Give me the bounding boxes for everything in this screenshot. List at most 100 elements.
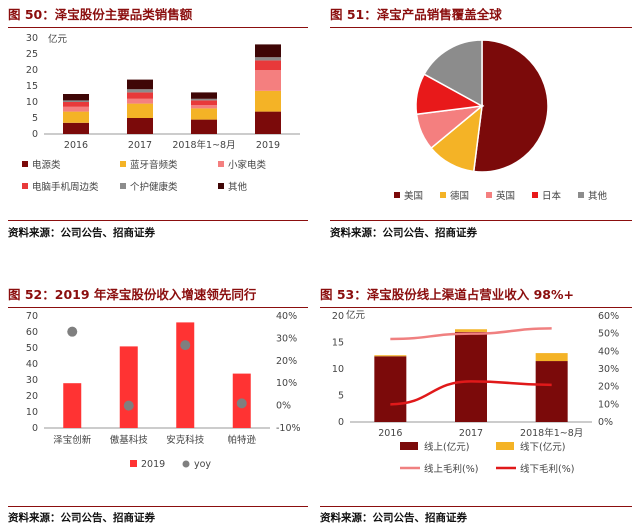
source-rule bbox=[320, 506, 632, 507]
y2-tick-label: 0% bbox=[276, 401, 291, 412]
x-tick-label: 2017 bbox=[459, 428, 483, 439]
bar-segment bbox=[255, 60, 281, 70]
x-tick-label: 2019 bbox=[256, 140, 280, 151]
bar-segment bbox=[63, 111, 89, 123]
scatter-point bbox=[180, 340, 191, 351]
y2-tick-label: 10% bbox=[598, 399, 619, 410]
y-tick-label: 70 bbox=[26, 311, 38, 322]
bar-segment bbox=[127, 92, 153, 99]
bar-segment bbox=[63, 100, 89, 102]
source-note: 资料来源：公司公告、招商证券 bbox=[8, 512, 155, 524]
x-tick-label: 2016 bbox=[64, 140, 88, 151]
y-tick-label: 10 bbox=[26, 97, 38, 108]
legend-label: 2019 bbox=[141, 459, 165, 470]
bar-segment bbox=[191, 119, 217, 134]
bar-segment bbox=[255, 57, 281, 61]
y-tick-label: 20 bbox=[26, 391, 38, 402]
source-note: 资料来源：公司公告、招商证券 bbox=[320, 512, 467, 524]
bar-segment bbox=[191, 98, 217, 101]
legend-label: 线上毛利(%) bbox=[424, 463, 478, 475]
y-tick-label: 0 bbox=[32, 423, 38, 434]
panel-peer-growth: 图 52：2019 年泽宝股份收入增速领先同行 0 10 20 30 40 50 60 70 -… bbox=[8, 284, 308, 528]
x-tick-label: 2018年1~8月 bbox=[172, 139, 235, 151]
bar bbox=[119, 346, 138, 428]
legend-label: 德国 bbox=[450, 190, 469, 202]
bar-segment bbox=[63, 122, 89, 134]
bar-segment bbox=[374, 356, 407, 422]
bar-segment bbox=[255, 70, 281, 91]
legend-swatch bbox=[532, 192, 538, 198]
y2-tick-label: 40% bbox=[276, 311, 297, 322]
bar-segment bbox=[455, 329, 487, 332]
legend-label: 电源类 bbox=[32, 159, 61, 171]
legend-label: yoy bbox=[194, 459, 211, 470]
bar-segment bbox=[127, 118, 153, 134]
bar-segment bbox=[191, 92, 217, 99]
y-axis-unit: 亿元 bbox=[48, 33, 68, 45]
bar-segment bbox=[255, 44, 281, 58]
x-tick-label: 泽宝创新 bbox=[53, 434, 92, 446]
y-tick-label: 15 bbox=[332, 338, 344, 349]
y-tick-label: 10 bbox=[26, 407, 38, 418]
y-axis-unit: 亿元 bbox=[346, 309, 366, 321]
y2-tick-label: 20% bbox=[598, 382, 619, 393]
series-line bbox=[390, 327, 552, 341]
bar bbox=[176, 322, 195, 428]
legend-swatch bbox=[440, 192, 446, 198]
y2-tick-label: 30% bbox=[598, 364, 619, 375]
legend-label: 日本 bbox=[542, 190, 562, 202]
y-tick-label: 5 bbox=[338, 391, 344, 402]
source-rule bbox=[8, 220, 308, 221]
legend-swatch bbox=[22, 161, 28, 167]
legend-label: 小家电类 bbox=[228, 159, 267, 171]
scatter-point bbox=[67, 326, 78, 337]
panel-online-channel: 图 53：泽宝股份线上渠道占营业收入 98%+ 亿元 0 5 10 15 20 0% 10% 2… bbox=[320, 284, 632, 528]
y-tick-label: 40 bbox=[26, 359, 38, 370]
y2-tick-label: -10% bbox=[276, 423, 301, 434]
bar-segment bbox=[127, 79, 153, 90]
scatter-point bbox=[123, 400, 134, 411]
legend-swatch bbox=[218, 183, 224, 189]
legend-swatch bbox=[218, 161, 224, 167]
y-tick-label: 60 bbox=[26, 327, 38, 338]
source-note: 资料来源：公司公告、招商证券 bbox=[330, 227, 477, 239]
y2-tick-label: 60% bbox=[598, 311, 619, 322]
bar-segment bbox=[191, 100, 217, 106]
legend-swatch bbox=[394, 192, 400, 198]
x-tick-label: 帕特逊 bbox=[227, 434, 256, 446]
legend-label: 线上(亿元) bbox=[424, 441, 469, 453]
y2-tick-label: 0% bbox=[598, 417, 613, 428]
title-rule bbox=[320, 307, 632, 308]
y2-tick-label: 20% bbox=[276, 356, 297, 367]
legend-label: 电脑手机周边类 bbox=[32, 181, 99, 193]
y2-tick-label: 10% bbox=[276, 378, 297, 389]
bar-segment bbox=[127, 98, 153, 104]
legend-label: 线下(亿元) bbox=[520, 441, 565, 453]
legend-swatch bbox=[486, 192, 492, 198]
bar-segment bbox=[127, 89, 153, 93]
bar-segment bbox=[63, 94, 89, 101]
y-tick-label: 25 bbox=[26, 49, 38, 60]
panel-title: 图 53：泽宝股份线上渠道占营业收入 98%+ bbox=[320, 287, 574, 302]
y-tick-label: 0 bbox=[338, 417, 344, 428]
x-tick-label: 傲基科技 bbox=[110, 434, 149, 446]
source-note: 资料来源：公司公告、招商证券 bbox=[8, 227, 155, 239]
bar-segment bbox=[255, 111, 281, 134]
panel-title: 图 51：泽宝产品销售覆盖全球 bbox=[330, 7, 502, 22]
series-line bbox=[390, 380, 552, 406]
panel-global-coverage: 图 51：泽宝产品销售覆盖全球 美国 德国 英国 日本 其他 资料来源：公司公告、招商证… bbox=[330, 4, 632, 244]
x-tick-label: 安克科技 bbox=[166, 434, 205, 446]
legend-label: 其他 bbox=[228, 181, 248, 193]
y-tick-label: 30 bbox=[26, 375, 38, 386]
y-tick-label: 15 bbox=[26, 81, 38, 92]
legend-label: 蓝牙音频类 bbox=[130, 159, 178, 171]
chart-category-sales: 亿元 0 5 10 15 20 25 30 2016 2017 2018年1~8月 2019 电源类 蓝牙… bbox=[22, 33, 300, 193]
legend-swatch bbox=[120, 183, 126, 189]
chart-peer-growth: 0 10 20 30 40 50 60 70 -10% 0% 10% 20% 30% 40% 泽宝创新 傲基科… bbox=[26, 311, 301, 470]
title-rule bbox=[330, 27, 632, 28]
title-rule bbox=[8, 27, 308, 28]
bar-segment bbox=[255, 90, 281, 112]
x-tick-label: 2017 bbox=[128, 140, 152, 151]
x-tick-label: 2016 bbox=[378, 428, 402, 439]
bar-segment bbox=[535, 361, 568, 422]
